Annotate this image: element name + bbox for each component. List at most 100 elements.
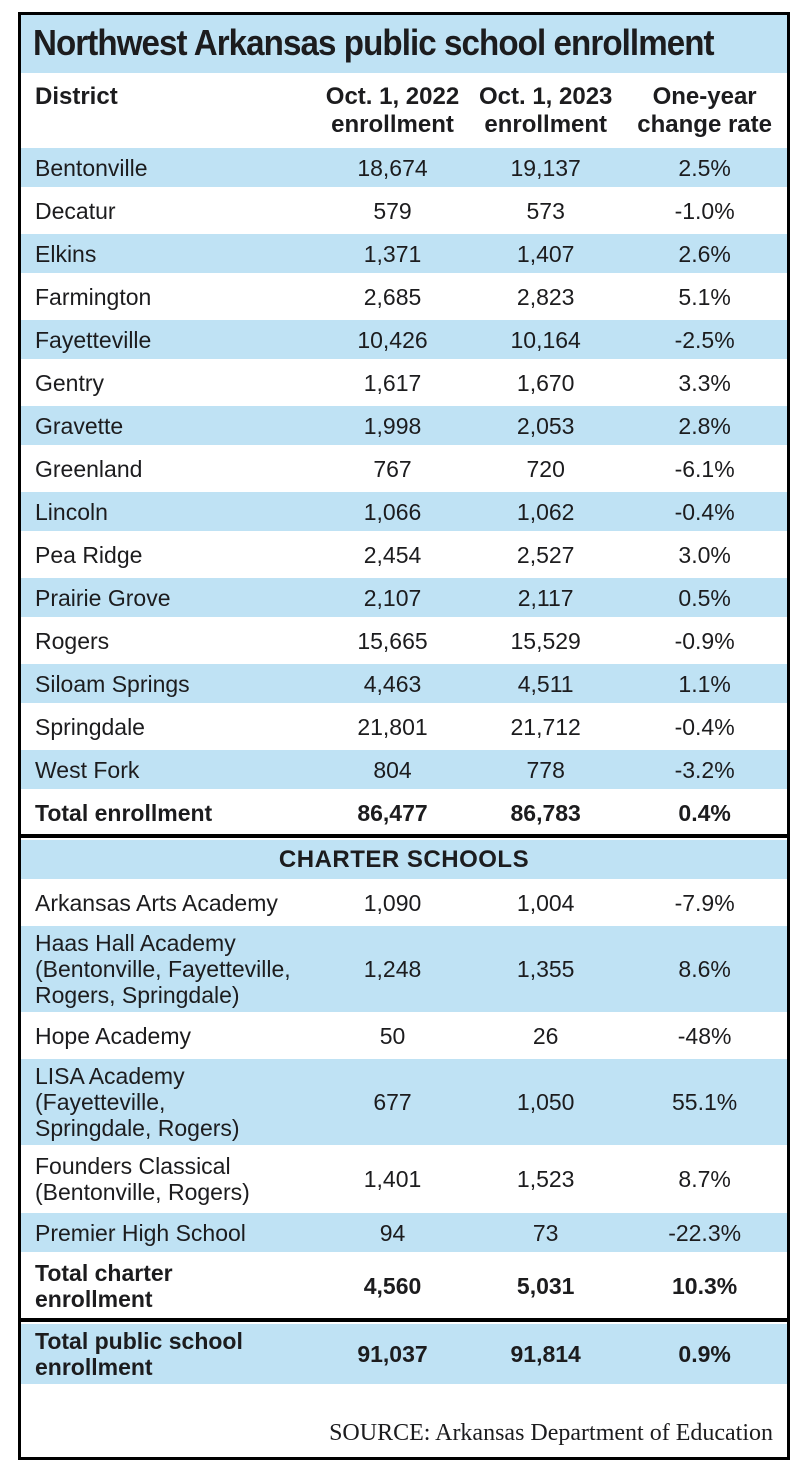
enrollment-2023-cell: 26 (532, 1022, 559, 1049)
district-cell: Hope Academy (35, 1022, 191, 1049)
table-row: Pea Ridge 2,454 2,527 3.0% (21, 533, 787, 576)
enrollment-2023-cell: 1,670 (516, 369, 575, 396)
enrollment-2023-cell: 73 (532, 1219, 559, 1246)
table-row: Lincoln 1,066 1,062 -0.4% (21, 490, 787, 533)
enrollment-2022-cell: 2,685 (363, 283, 422, 310)
table-body: Bentonville 18,674 19,137 2.5% Decatur 579 573… (21, 146, 787, 1412)
district-cell: LISA Academy (Fayetteville, Springdale, … (35, 1063, 240, 1141)
enrollment-2022-cell: 2,107 (363, 584, 422, 611)
enrollment-2022-cell: 1,998 (363, 412, 422, 439)
table-row: Fayetteville 10,426 10,164 -2.5% (21, 318, 787, 361)
change-rate-cell: -7.9% (674, 889, 735, 916)
enrollment-2023-cell: 19,137 (510, 154, 581, 181)
district-cell: Prairie Grove (35, 584, 171, 611)
enrollment-2023-cell: 720 (526, 455, 565, 482)
change-rate-cell: 3.3% (678, 369, 731, 396)
change-rate-cell: -6.1% (674, 455, 735, 482)
change-rate-cell: -0.4% (674, 713, 735, 740)
table-section-districts: Bentonville 18,674 19,137 2.5% Decatur 579 573… (21, 146, 787, 834)
enrollment-2022-cell: 677 (373, 1089, 412, 1115)
change-rate-cell: 8.6% (678, 956, 731, 982)
column-header-enrollment-2023: Oct. 1, 2023 enrollment (478, 83, 613, 138)
enrollment-2023-cell: 573 (526, 197, 565, 224)
change-rate-cell: -0.9% (674, 627, 735, 654)
change-rate-cell: 8.7% (678, 1166, 731, 1192)
table-header-row: District Oct. 1, 2022 enrollment Oct. 1,… (21, 73, 787, 146)
district-cell: Greenland (35, 455, 143, 482)
enrollment-2022-cell: 4,560 (363, 1273, 422, 1299)
enrollment-2023-cell: 15,529 (510, 627, 581, 654)
source-row: SOURCE: Arkansas Department of Education (21, 1412, 787, 1457)
enrollment-2023-cell: 2,527 (516, 541, 575, 568)
enrollment-2022-cell: 15,665 (357, 627, 428, 654)
enrollment-2022-cell: 767 (373, 455, 412, 482)
change-rate-cell: -48% (677, 1022, 732, 1049)
district-cell: Haas Hall Academy (Bentonville, Fayettev… (35, 930, 291, 1008)
district-cell: Siloam Springs (35, 670, 190, 697)
enrollment-2023-cell: 1,004 (516, 889, 575, 916)
district-cell: Total enrollment (35, 799, 213, 826)
change-rate-cell: 0.4% (678, 799, 731, 826)
enrollment-2022-cell: 1,248 (363, 956, 422, 982)
change-rate-cell: 55.1% (672, 1089, 738, 1115)
enrollment-2022-cell: 1,401 (363, 1166, 422, 1192)
enrollment-2023-cell: 2,053 (516, 412, 575, 439)
table-row: Rogers 15,665 15,529 -0.9% (21, 619, 787, 662)
change-rate-cell: 5.1% (678, 283, 731, 310)
table-row: Siloam Springs 4,463 4,511 1.1% (21, 662, 787, 705)
enrollment-2023-cell: 778 (526, 756, 565, 783)
enrollment-2022-cell: 50 (379, 1022, 406, 1049)
table-row: Premier High School 94 73 -22.3% (21, 1211, 787, 1254)
enrollment-2022-cell: 18,674 (357, 154, 428, 181)
column-header-district: District (35, 83, 118, 110)
enrollment-2023-cell: 1,355 (516, 956, 575, 982)
enrollment-2023-cell: 5,031 (516, 1273, 575, 1299)
enrollment-table-graphic: Northwest Arkansas public school enrollm… (18, 12, 790, 1460)
enrollment-2022-cell: 91,037 (357, 1341, 428, 1367)
table-row: Gentry 1,617 1,670 3.3% (21, 361, 787, 404)
change-rate-cell: 3.0% (678, 541, 731, 568)
change-rate-cell: 0.9% (678, 1341, 731, 1367)
enrollment-2022-cell: 21,801 (357, 713, 428, 740)
change-rate-cell: 0.5% (678, 584, 731, 611)
table-row: Prairie Grove 2,107 2,117 0.5% (21, 576, 787, 619)
district-cell: Arkansas Arts Academy (35, 889, 278, 916)
enrollment-2023-cell: 1,050 (516, 1089, 575, 1115)
change-rate-cell: -0.4% (674, 498, 735, 525)
table-row: Gravette 1,998 2,053 2.8% (21, 404, 787, 447)
district-cell: Rogers (35, 627, 110, 654)
enrollment-2023-cell: 1,062 (516, 498, 575, 525)
enrollment-2022-cell: 94 (379, 1219, 406, 1246)
enrollment-2023-cell: 1,407 (516, 240, 575, 267)
enrollment-2022-cell: 804 (373, 756, 412, 783)
enrollment-2023-cell: 91,814 (510, 1341, 581, 1367)
enrollment-2022-cell: 1,066 (363, 498, 422, 525)
district-cell: Founders Classical (Bentonville, Rogers) (35, 1153, 250, 1205)
district-cell: Fayetteville (35, 326, 152, 353)
enrollment-2023-cell: 10,164 (510, 326, 581, 353)
graphic-title: Northwest Arkansas public school enrollm… (33, 22, 715, 63)
table-row: Total charter enrollment 4,560 5,031 10.3% (21, 1254, 787, 1318)
change-rate-cell: -3.2% (674, 756, 735, 783)
district-cell: Elkins (35, 240, 97, 267)
table-row: West Fork 804 778 -3.2% (21, 748, 787, 791)
change-rate-cell: 1.1% (678, 670, 731, 697)
enrollment-2023-cell: 2,117 (517, 584, 574, 611)
district-cell: Pea Ridge (35, 541, 143, 568)
enrollment-2023-cell: 86,783 (510, 799, 581, 826)
table-row: Hope Academy 50 26 -48% (21, 1014, 787, 1057)
change-rate-cell: -22.3% (668, 1219, 742, 1246)
change-rate-cell: -1.0% (674, 197, 735, 224)
table-row: Springdale 21,801 21,712 -0.4% (21, 705, 787, 748)
enrollment-2023-cell: 2,823 (516, 283, 575, 310)
enrollment-2022-cell: 86,477 (357, 799, 428, 826)
enrollment-2023-cell: 4,511 (517, 670, 574, 697)
district-cell: Bentonville (35, 154, 148, 181)
district-cell: Farmington (35, 283, 152, 310)
table-row: Total public school enrollment 91,037 91,8… (21, 1322, 787, 1386)
table-row: Haas Hall Academy (Bentonville, Fayettev… (21, 924, 787, 1014)
district-cell: Springdale (35, 713, 145, 740)
title-band: Northwest Arkansas public school enrollm… (21, 15, 787, 73)
enrollment-2022-cell: 4,463 (363, 670, 422, 697)
